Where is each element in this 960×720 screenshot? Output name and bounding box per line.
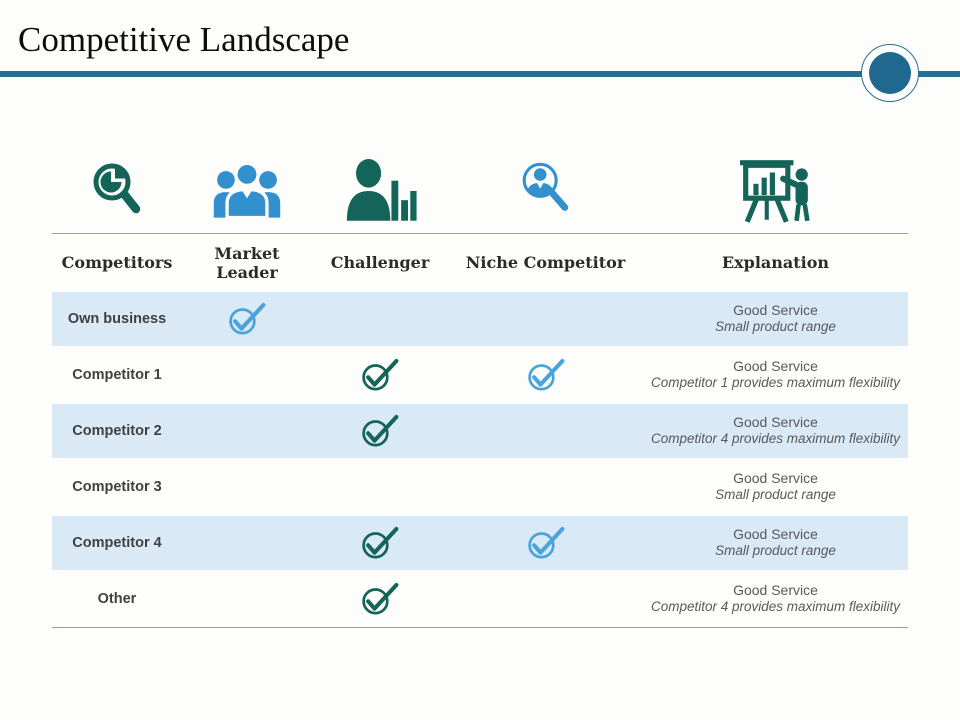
explanation-line1: Good Service [733, 469, 818, 486]
page-title: Competitive Landscape [18, 20, 350, 59]
niche-competitor-check [448, 358, 643, 393]
challenger-check [312, 526, 448, 561]
explanation-line2: Small product range [715, 319, 836, 335]
explanation-line2: Competitor 1 provides maximum flexibilit… [650, 375, 901, 391]
presenter-board-icon [643, 158, 908, 224]
check-circle-icon [360, 582, 400, 617]
competitor-name: Competitor 3 [72, 479, 162, 495]
check-circle-icon [360, 414, 400, 449]
check-circle-icon [526, 358, 566, 393]
explanation-line2: Competitor 4 provides maximum flexibilit… [650, 431, 901, 447]
check-circle-icon [227, 302, 267, 337]
explanation-cell: Good Service Competitor 4 provides maxim… [643, 414, 908, 448]
table-row: Competitor 2 Good Service Competitor 4 p… [52, 404, 908, 458]
challenger-check [312, 358, 448, 393]
explanation-line1: Good Service [733, 581, 818, 598]
table-bottom-rule [52, 627, 908, 628]
explanation-line1: Good Service [733, 525, 818, 542]
explanation-cell: Good Service Small product range [643, 470, 908, 504]
table-row: Own business Good Service Small product … [52, 292, 908, 346]
column-header-competitors: Competitors [61, 253, 173, 273]
column-icons-row [52, 149, 908, 233]
table-body: Own business Good Service Small product … [52, 292, 908, 626]
explanation-line2: Competitor 4 provides maximum flexibilit… [650, 599, 901, 615]
explanation-cell: Good Service Small product range [643, 526, 908, 560]
explanation-line1: Good Service [733, 413, 818, 430]
explanation-line2: Small product range [715, 543, 836, 559]
magnifier-person-icon [448, 158, 643, 224]
table-row: Competitor 4 Good Service Small product … [52, 516, 908, 570]
table-header-row: Competitors Market Leader Challenger Nic… [52, 233, 908, 292]
people-group-icon [182, 160, 312, 222]
column-header-explanation: Explanation [721, 253, 830, 273]
competitor-name: Competitor 2 [72, 423, 162, 439]
title-underline [0, 71, 960, 77]
title-circle-decoration [861, 44, 919, 102]
market-leader-check [182, 302, 312, 337]
table-row: Other Good Service Competitor 4 provides… [52, 572, 908, 626]
explanation-cell: Good Service Competitor 4 provides maxim… [643, 582, 908, 616]
niche-competitor-check [448, 526, 643, 561]
explanation-line1: Good Service [733, 357, 818, 374]
table-row: Competitor 3 Good Service Small product … [52, 460, 908, 514]
person-bar-chart-icon [312, 159, 448, 223]
table-row: Competitor 1 Good Service Competitor 1 p… [52, 348, 908, 402]
competitor-name: Competitor 4 [72, 535, 162, 551]
column-header-niche-competitor: Niche Competitor [465, 253, 626, 273]
check-circle-icon [360, 526, 400, 561]
circle-icon [869, 52, 911, 94]
challenger-check [312, 414, 448, 449]
explanation-cell: Good Service Small product range [643, 302, 908, 336]
competitive-landscape-table: Competitors Market Leader Challenger Nic… [52, 149, 908, 628]
check-circle-icon [360, 358, 400, 393]
competitor-name: Own business [67, 311, 167, 327]
explanation-line1: Good Service [733, 301, 818, 318]
column-header-challenger: Challenger [330, 253, 430, 273]
competitor-name: Competitor 1 [72, 367, 162, 383]
explanation-line2: Small product range [715, 487, 836, 503]
magnifier-pie-chart-icon [52, 157, 182, 225]
competitor-name: Other [97, 591, 137, 607]
check-circle-icon [526, 526, 566, 561]
explanation-cell: Good Service Competitor 1 provides maxim… [643, 358, 908, 392]
column-header-market-leader: Market Leader [214, 243, 280, 282]
challenger-check [312, 582, 448, 617]
